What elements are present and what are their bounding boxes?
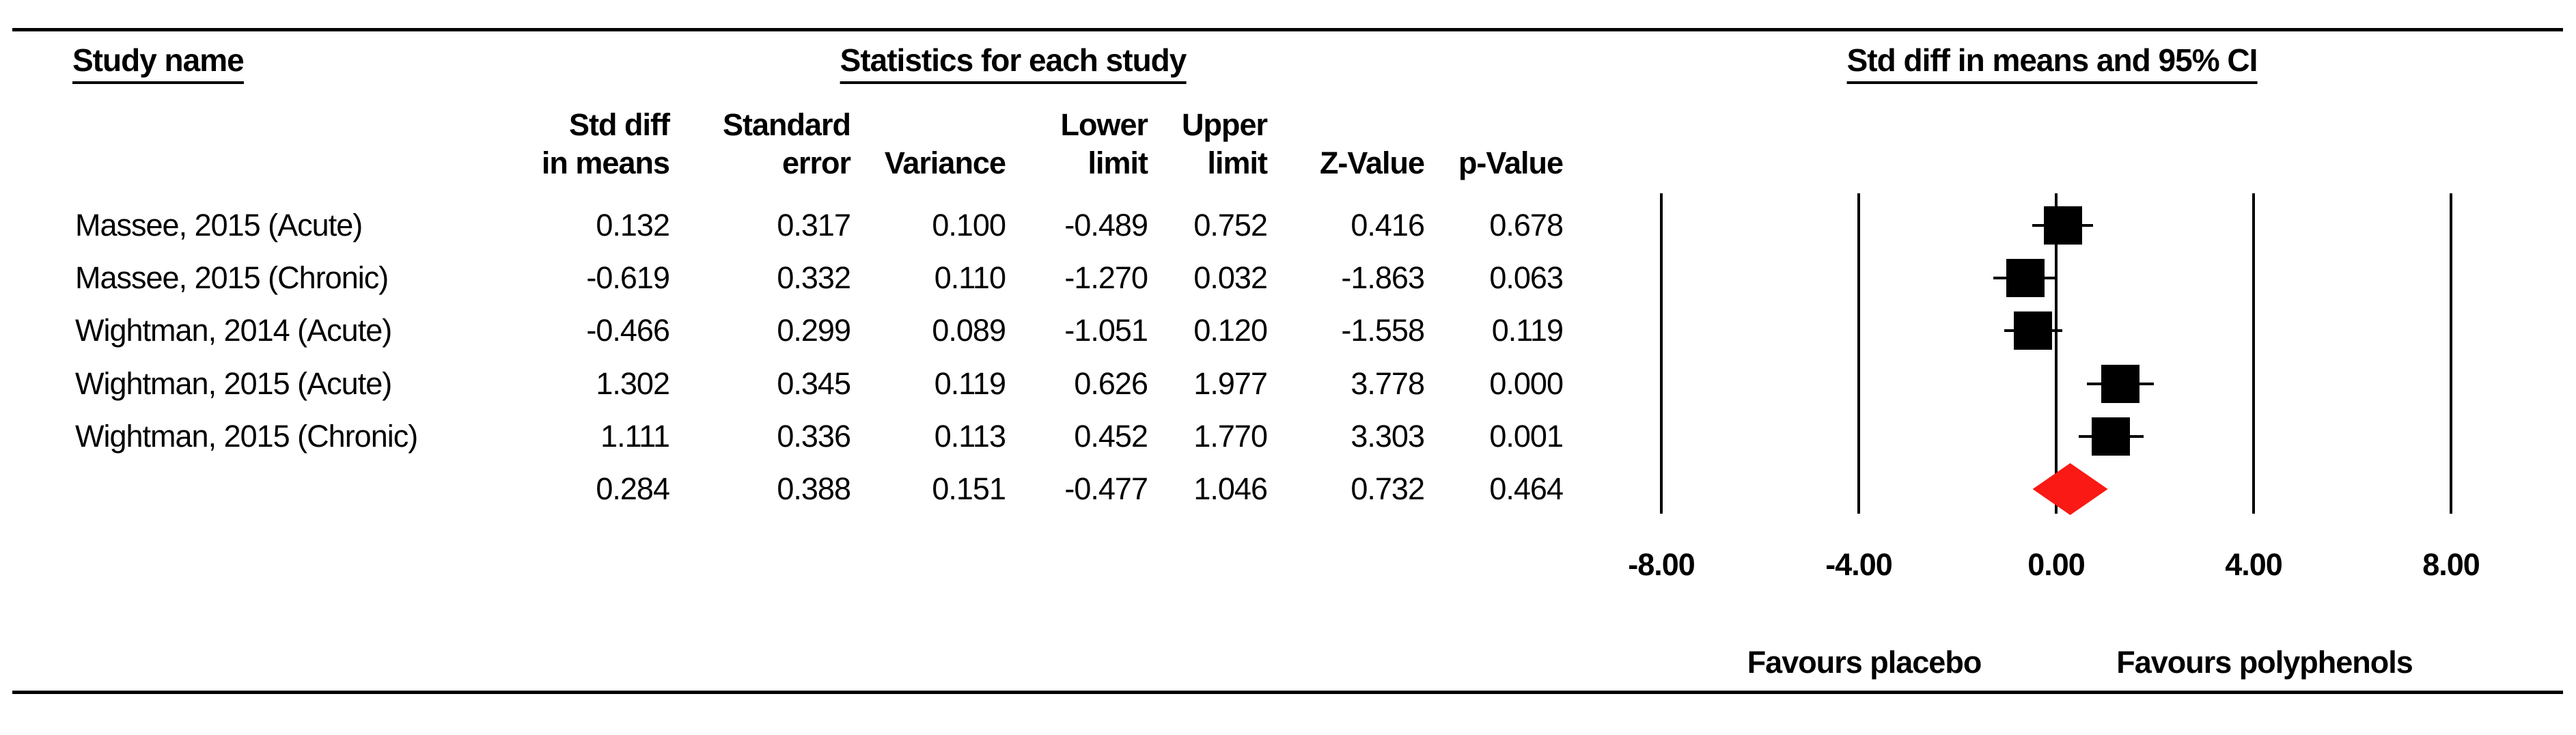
std-diff-cell: -0.466 (586, 313, 670, 348)
favours-placebo-label: Favours placebo (1747, 645, 1982, 680)
overall-diamond-marker (2032, 463, 2108, 515)
p-cell: 0.678 (1489, 208, 1564, 242)
lower-cell: -0.477 (1064, 471, 1148, 506)
study-name-cell: Wightman, 2014 (Acute) (75, 313, 392, 348)
column-header-p-value: p-Value (1458, 106, 1564, 182)
effect-square-marker (2043, 206, 2082, 245)
statistics-header: Statistics for each study (840, 44, 1187, 84)
column-header-p-value-label: p-Value (1458, 145, 1564, 180)
study-name-cell: Massee, 2015 (Acute) (75, 208, 363, 242)
column-header-std-diff-line2: in means (541, 145, 670, 180)
lower-cell: -1.270 (1064, 260, 1148, 296)
ci-header: Std diff in means and 95% CI (1846, 44, 2258, 84)
axis-tick-label: 0.00 (2027, 547, 2086, 582)
study-name-cell: Wightman, 2015 (Acute) (75, 365, 392, 401)
p-cell: 0.000 (1489, 365, 1564, 401)
axis-gridline-0 (2055, 193, 2058, 514)
variance-cell: 0.113 (934, 418, 1006, 454)
study-name-cell: Wightman, 2015 (Chronic) (75, 418, 418, 454)
column-header-variance: Variance (885, 106, 1006, 182)
upper-cell: 0.752 (1193, 208, 1268, 242)
std-diff-cell: -0.619 (586, 260, 670, 296)
column-header-upper-limit-line1: Upper (1181, 107, 1268, 142)
variance-cell: 0.119 (934, 365, 1006, 401)
upper-cell: 0.120 (1193, 313, 1268, 348)
column-header-std-diff-line1: Std diff (569, 107, 670, 142)
lower-cell: -1.051 (1064, 313, 1148, 348)
effect-square-marker (2101, 364, 2140, 403)
std-err-cell: 0.332 (777, 260, 851, 296)
effect-square-marker (2092, 417, 2131, 456)
std-diff-cell: 0.284 (596, 471, 670, 506)
std-diff-cell: 0.132 (596, 208, 670, 242)
z-cell: 3.303 (1351, 418, 1425, 454)
z-cell: 0.732 (1351, 471, 1425, 506)
std-err-cell: 0.336 (777, 418, 851, 454)
upper-cell: 1.046 (1193, 471, 1268, 506)
column-header-lower-limit-line1: Lower (1060, 107, 1148, 142)
study-name-cell: Massee, 2015 (Chronic) (75, 260, 389, 296)
top-rule (12, 28, 2563, 31)
axis-tick-label: -4.00 (1825, 547, 1893, 582)
std-err-cell: 0.345 (777, 365, 851, 401)
axis-tick-label: 4.00 (2225, 547, 2283, 582)
std-err-cell: 0.317 (777, 208, 851, 242)
z-cell: -1.863 (1341, 260, 1425, 296)
variance-cell: 0.151 (932, 471, 1006, 506)
column-header-standard-error: Standard error (722, 106, 851, 182)
std-err-cell: 0.299 (777, 313, 851, 348)
effect-square-marker (2006, 259, 2045, 298)
axis-gridline--8 (1660, 193, 1663, 514)
p-cell: 0.464 (1489, 471, 1564, 506)
bottom-rule (12, 691, 2563, 694)
column-header-lower-limit: Lower limit (1060, 106, 1148, 182)
upper-cell: 1.770 (1193, 418, 1268, 454)
std-diff-cell: 1.111 (600, 418, 670, 454)
axis-tick-label: 8.00 (2422, 547, 2480, 582)
column-header-variance-label: Variance (884, 145, 1006, 180)
lower-cell: -0.489 (1064, 208, 1148, 242)
variance-cell: 0.089 (932, 313, 1006, 348)
variance-cell: 0.110 (934, 260, 1006, 296)
z-cell: 3.778 (1351, 365, 1425, 401)
z-cell: -1.558 (1341, 313, 1425, 348)
column-header-upper-limit: Upper limit (1181, 106, 1268, 182)
column-header-std-diff: Std diff in means (541, 106, 670, 182)
variance-cell: 0.100 (932, 208, 1006, 242)
column-header-upper-limit-line2: limit (1207, 145, 1268, 180)
column-header-standard-error-line2: error (781, 145, 851, 180)
z-cell: 0.416 (1351, 208, 1425, 242)
p-cell: 0.119 (1491, 313, 1564, 348)
axis-gridline--4 (1857, 193, 1860, 514)
p-cell: 0.063 (1489, 260, 1564, 296)
upper-cell: 0.032 (1193, 260, 1268, 296)
axis-tick-label: -8.00 (1628, 547, 1695, 582)
lower-cell: 0.626 (1074, 365, 1148, 401)
std-diff-cell: 1.302 (596, 365, 670, 401)
column-header-z-value-label: Z-Value (1319, 145, 1425, 180)
column-header-lower-limit-line2: limit (1088, 145, 1148, 180)
column-header-standard-error-line1: Standard (722, 107, 851, 142)
favours-polyphenols-label: Favours polyphenols (2116, 645, 2413, 680)
axis-gridline-4 (2252, 193, 2255, 514)
study-name-header: Study name (72, 44, 245, 84)
std-err-cell: 0.388 (777, 471, 851, 506)
effect-square-marker (2014, 311, 2053, 350)
lower-cell: 0.452 (1074, 418, 1148, 454)
p-cell: 0.001 (1489, 418, 1564, 454)
upper-cell: 1.977 (1193, 365, 1268, 401)
axis-gridline-8 (2450, 193, 2452, 514)
column-header-z-value: Z-Value (1319, 106, 1425, 182)
